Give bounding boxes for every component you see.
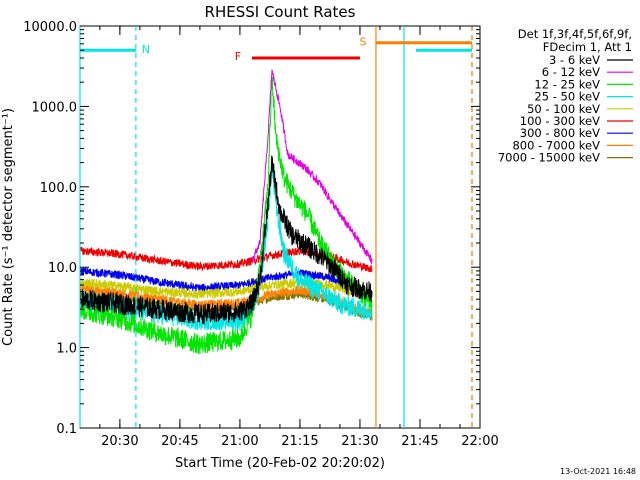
annotation-label: F — [235, 50, 241, 63]
y-tick-label: 10.0 — [48, 261, 77, 276]
annotation-layer: N F S — [79, 26, 473, 428]
legend-header-line-1: Det 1f,3f,4f,5f,6f,9f, — [518, 27, 632, 41]
legend-label: 25 - 50 keV — [534, 90, 600, 104]
legend-label: 6 - 12 keV — [542, 65, 600, 79]
annotation-label: N — [142, 43, 150, 56]
series-line — [80, 266, 373, 299]
legend-label: 50 - 100 keV — [527, 102, 600, 116]
legend-label: 800 - 7000 keV — [512, 138, 600, 152]
legend-label: 3 - 6 keV — [549, 53, 600, 67]
series-line — [80, 69, 373, 355]
y-tick-label: 1.0 — [56, 342, 77, 357]
x-tick-label: 21:30 — [341, 434, 378, 449]
axis-layer: 0.1 1.0 10.0 100.0 1000.0 10000.0 20:30 20:45 21… — [23, 20, 499, 449]
y-tick-label: 10000.0 — [23, 20, 77, 35]
y-tick-label: 100.0 — [40, 181, 77, 196]
legend-label: 100 - 300 keV — [520, 114, 600, 128]
legend-label: 7000 - 15000 keV — [498, 151, 600, 165]
legend-label: 300 - 800 keV — [520, 126, 600, 140]
y-tick-label: 1000.0 — [32, 100, 78, 115]
series-line — [251, 69, 373, 265]
x-tick-label: 20:30 — [101, 434, 138, 449]
x-axis-label: Start Time (20-Feb-02 20:20:02) — [175, 456, 385, 471]
legend-header-line-2: FDecim 1, Att 1 — [543, 40, 632, 54]
x-tick-label: 21:45 — [401, 434, 438, 449]
legend: Det 1f,3f,4f,5f,6f,9f, FDecim 1, Att 1 3… — [498, 27, 633, 165]
timestamp: 13-Oct-2021 16:48 — [560, 467, 636, 476]
y-axis-label: Count Rate (s⁻¹ detector segment⁻¹) — [1, 108, 16, 346]
legend-label: 12 - 25 keV — [534, 77, 600, 91]
x-tick-label: 20:45 — [161, 434, 198, 449]
y-tick-label: 0.1 — [56, 422, 77, 437]
chart-title: RHESSI Count Rates — [205, 3, 356, 21]
x-tick-label: 22:00 — [461, 434, 498, 449]
x-tick-label: 21:00 — [221, 434, 258, 449]
annotation-label: S — [359, 36, 366, 49]
x-tick-label: 21:15 — [281, 434, 318, 449]
series-line — [80, 155, 373, 325]
series-line — [80, 277, 373, 300]
series-layer — [80, 69, 373, 355]
